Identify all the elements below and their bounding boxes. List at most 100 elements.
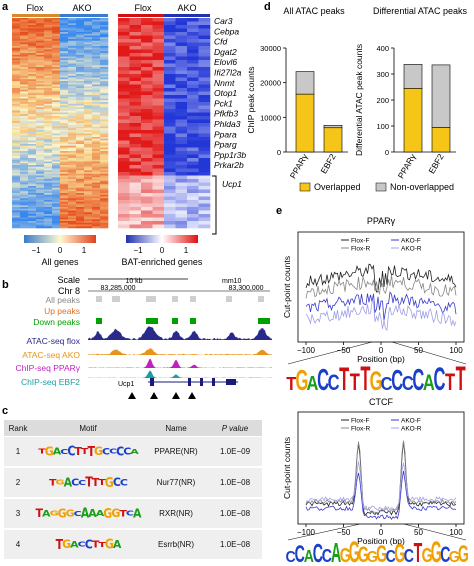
heatmap-cell xyxy=(92,65,101,68)
heatmap-cell xyxy=(175,46,188,50)
heatmap-cell xyxy=(76,77,85,80)
heatmap-cell xyxy=(152,207,165,211)
heatmap-cell xyxy=(12,49,21,52)
heatmap-cell xyxy=(84,193,93,196)
heatmap-cell xyxy=(12,193,21,196)
heatmap-cell xyxy=(44,28,53,31)
heatmap-cell xyxy=(118,67,130,71)
heatmap-cell xyxy=(52,191,61,194)
heatmap-cell xyxy=(52,68,61,71)
motif-table: Rank Motif Name P value 1 TGACCTTTGCCCCA P… xyxy=(4,420,262,561)
heatmap-cell xyxy=(60,65,69,68)
heatmap-cell xyxy=(28,156,37,159)
heatmap-cell xyxy=(187,179,199,183)
heatmap-cell xyxy=(60,159,69,162)
heatmap-cell xyxy=(12,40,21,43)
heatmap-cell xyxy=(92,128,101,131)
heatmap-cell xyxy=(20,189,29,192)
heatmap-cell xyxy=(68,168,77,171)
heatmap-cell xyxy=(28,159,37,162)
motif-logo: TGACCTTTGCCCCA xyxy=(32,436,144,468)
heatmap-cell xyxy=(68,137,77,140)
heatmap-cell xyxy=(76,110,85,113)
heatmap-cell xyxy=(68,177,77,180)
heatmap-cell xyxy=(44,75,53,78)
heatmap-cell xyxy=(175,25,188,29)
heatmap-cell xyxy=(152,196,165,201)
heatmap-cell xyxy=(76,84,85,87)
heatmap-cell xyxy=(92,51,101,54)
bar-segment xyxy=(403,88,423,153)
heatmap-cell xyxy=(44,193,53,196)
heatmap-cell xyxy=(44,189,53,192)
heatmap-cell xyxy=(28,158,37,161)
heatmap-cell xyxy=(198,81,211,85)
heatmap-cell xyxy=(68,128,77,131)
x-tick-label: 100 xyxy=(449,528,463,537)
heatmap-cell xyxy=(20,166,29,169)
heatmap-cell xyxy=(28,172,37,175)
heatmap-cell xyxy=(20,184,29,187)
heatmap-cell xyxy=(100,175,109,178)
heatmap-cell xyxy=(52,79,61,82)
heatmap-cell xyxy=(60,33,69,36)
heatmap-cell xyxy=(187,35,199,40)
heatmap-cell xyxy=(92,170,101,173)
heatmap-cell xyxy=(44,96,53,99)
heatmap-cell xyxy=(76,198,85,201)
heatmap-cell xyxy=(28,114,37,117)
heatmap-cell xyxy=(28,72,37,75)
heatmap-cell xyxy=(187,130,199,134)
heatmap-cell xyxy=(187,95,199,99)
heatmap-cell xyxy=(100,168,109,171)
heatmap-cell xyxy=(52,201,61,204)
heatmap-cell xyxy=(28,135,37,138)
heatmap-cell xyxy=(92,100,101,103)
heatmap-cell xyxy=(187,56,199,61)
heatmap-cell xyxy=(92,224,101,227)
heatmap-cell xyxy=(44,103,53,106)
heatmap-cell xyxy=(164,63,176,68)
heatmap-cell xyxy=(68,95,77,98)
heatmap-cell xyxy=(187,158,199,162)
heatmap-cell xyxy=(76,117,85,120)
track-label: ATAC-seq flox xyxy=(26,336,80,346)
heatmap-cell xyxy=(164,126,176,131)
heatmap-cell xyxy=(20,63,29,66)
heatmap-cell xyxy=(20,163,29,166)
heatmap-cell xyxy=(60,74,69,77)
heatmap-cell xyxy=(76,88,85,91)
heatmap-cell xyxy=(68,201,77,204)
heatmap-cell xyxy=(76,152,85,155)
heatmap-cell xyxy=(60,32,69,35)
heatmap-cell xyxy=(76,54,85,57)
heatmap-cell xyxy=(28,49,37,52)
heatmap-cell xyxy=(28,91,37,94)
cb-right-tick-neg: −1 xyxy=(133,246,143,255)
heatmap-cell xyxy=(52,72,61,75)
heatmap-cell xyxy=(52,30,61,33)
heatmap-cell xyxy=(92,182,101,185)
heatmap-cell xyxy=(36,33,45,36)
heatmap-cell xyxy=(44,147,53,150)
heatmap-cell xyxy=(36,121,45,124)
heatmap-cell xyxy=(129,151,142,155)
heatmap-cell xyxy=(152,60,165,64)
heatmap-cell xyxy=(44,102,53,105)
heatmap-cell xyxy=(52,91,61,94)
heatmap-cell xyxy=(84,96,93,99)
heatmap-cell xyxy=(36,100,45,103)
logo-letter: G xyxy=(340,543,351,566)
heatmap-cell xyxy=(60,47,69,50)
heatmap-cell xyxy=(36,177,45,180)
heatmap-cell xyxy=(198,186,211,190)
heatmap-cell xyxy=(20,47,29,50)
heatmap-cell xyxy=(12,96,21,99)
heatmap-cell xyxy=(36,51,45,54)
heatmap-cell xyxy=(60,145,69,148)
heatmap-cell xyxy=(60,135,69,138)
heatmap-left-group-ako: AKO xyxy=(72,3,91,13)
heatmap-cell xyxy=(129,140,142,145)
chip-pparg-signal xyxy=(88,358,272,368)
heatmap-cell xyxy=(36,215,45,218)
